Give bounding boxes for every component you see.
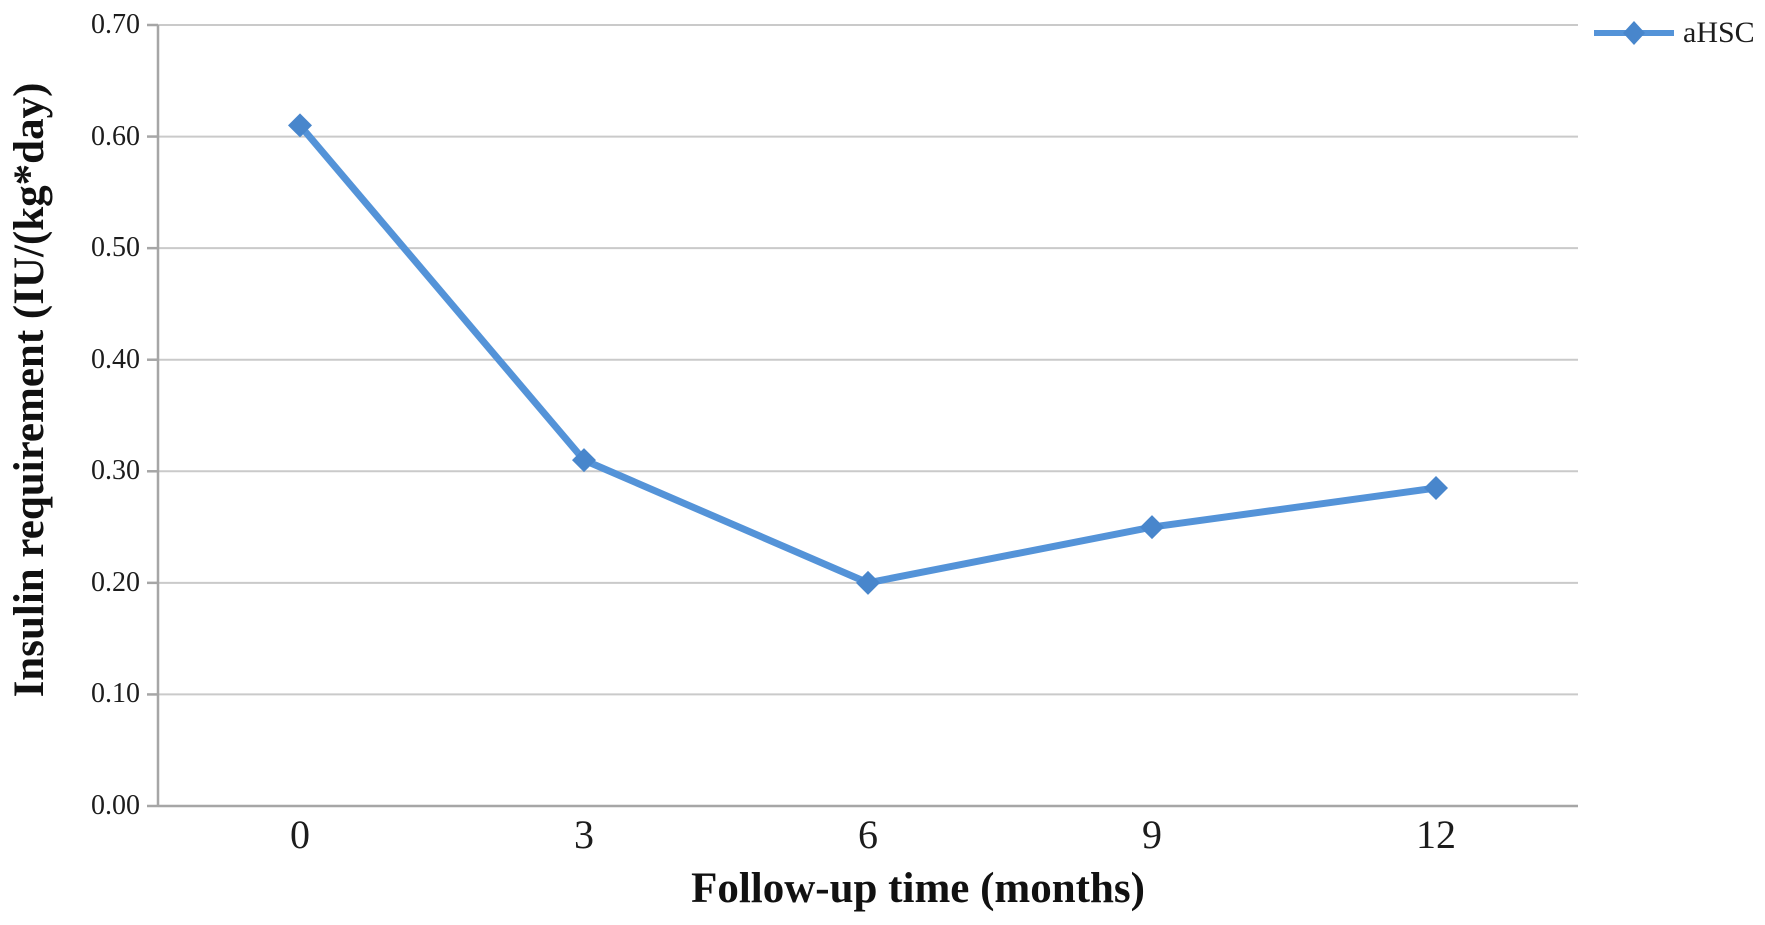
y-tick-label: 0.40: [91, 344, 140, 375]
legend-label: aHSC: [1683, 16, 1755, 49]
data-point-marker: [288, 113, 312, 138]
x-tick-label: 6: [858, 812, 878, 857]
x-tick-label: 0: [290, 812, 310, 857]
legend: aHSC: [1592, 12, 1755, 54]
y-tick-label: 0.00: [91, 790, 140, 821]
legend-marker-icon: [1594, 21, 1674, 45]
x-tick-label: 3: [574, 812, 594, 857]
data-point-marker: [1424, 476, 1448, 501]
x-tick-label: 12: [1416, 812, 1456, 857]
series-line: [296, 121, 1440, 587]
data-point-marker: [1140, 515, 1164, 540]
x-tick-label: 9: [1142, 812, 1162, 857]
data-point-marker: [856, 570, 880, 595]
y-tick-label: 0.60: [91, 121, 140, 152]
data-point-marker: [572, 448, 596, 473]
y-tick-label: 0.70: [91, 9, 140, 40]
y-tick-label: 0.10: [91, 678, 140, 709]
y-tick-label: 0.30: [91, 455, 140, 486]
y-tick-label: 0.20: [91, 567, 140, 598]
x-axis-title: Follow-up time (months): [691, 865, 1145, 912]
y-tick-label: 0.50: [91, 232, 140, 263]
